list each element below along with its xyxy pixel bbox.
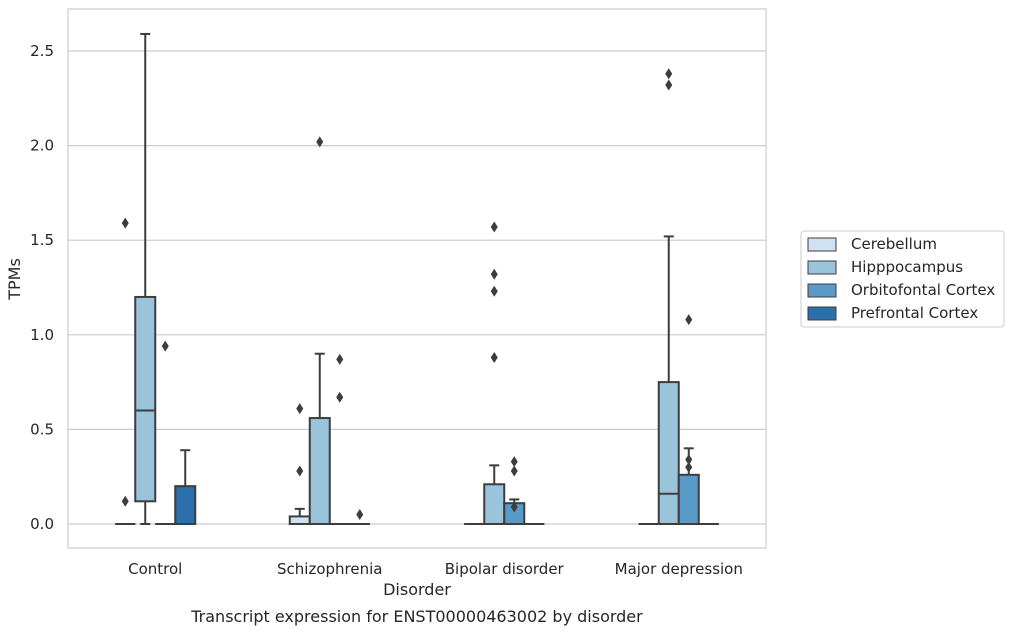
y-tick-label: 0.5 bbox=[30, 420, 54, 438]
outlier-point bbox=[296, 403, 304, 415]
box-3-2 bbox=[677, 314, 700, 526]
boxes-layer bbox=[115, 32, 719, 526]
box-0-2 bbox=[155, 340, 176, 525]
y-axis-label: TPMs bbox=[5, 258, 24, 301]
outlier-point bbox=[296, 465, 304, 477]
y-tick-label: 1.5 bbox=[30, 231, 54, 249]
outlier-point bbox=[665, 79, 673, 91]
legend-label: Hipppocampus bbox=[851, 258, 963, 276]
outlier-point bbox=[490, 268, 498, 280]
outlier-point bbox=[510, 501, 518, 513]
box-2-2 bbox=[503, 456, 526, 525]
y-tick-label: 0.0 bbox=[30, 515, 54, 533]
outlier-point bbox=[490, 221, 498, 233]
y-tick-label: 2.0 bbox=[30, 137, 54, 155]
outlier-point bbox=[336, 353, 344, 365]
x-tick-label: Control bbox=[128, 560, 182, 578]
x-tick-labels: Control Schizophrenia Bipolar disorder Majo… bbox=[128, 560, 743, 578]
box-body bbox=[288, 515, 311, 526]
legend: Cerebellum Hipppocampus Orbitofontal Corte… bbox=[800, 230, 1005, 328]
legend-items: Cerebellum Hipppocampus Orbitofontal Corte… bbox=[807, 235, 995, 322]
outlier-point bbox=[316, 136, 324, 148]
legend-swatch bbox=[807, 237, 837, 252]
legend-swatch bbox=[807, 283, 837, 298]
outlier-point bbox=[336, 391, 344, 403]
x-tick-label: Bipolar disorder bbox=[445, 560, 565, 578]
legend-label: Orbitofontal Cortex bbox=[851, 281, 995, 299]
legend-label: Prefrontal Cortex bbox=[851, 304, 978, 322]
plot-frame bbox=[67, 8, 767, 549]
box-body bbox=[657, 381, 680, 525]
legend-swatch bbox=[807, 260, 837, 275]
outlier-point bbox=[490, 352, 498, 364]
outlier-point bbox=[121, 495, 129, 507]
outlier-point bbox=[665, 68, 673, 80]
outlier-point bbox=[510, 456, 518, 468]
box-0-3 bbox=[174, 449, 197, 526]
box-body bbox=[308, 417, 331, 526]
outlier-point bbox=[490, 285, 498, 297]
x-tick-label: Schizophrenia bbox=[277, 560, 382, 578]
box-1-0 bbox=[288, 403, 311, 526]
chart-caption: Transcript expression for ENST0000046300… bbox=[190, 607, 643, 626]
box-1-1 bbox=[308, 136, 331, 526]
box-1-3 bbox=[349, 509, 370, 525]
outlier-point bbox=[685, 454, 693, 466]
outlier-point bbox=[161, 340, 169, 352]
outlier-point bbox=[356, 509, 364, 521]
x-tick-label: Major depression bbox=[615, 560, 743, 578]
outlier-point bbox=[685, 461, 693, 473]
box-1-2 bbox=[329, 353, 350, 525]
outlier-point bbox=[121, 217, 129, 229]
y-tick-label: 2.5 bbox=[30, 42, 54, 60]
legend-frame bbox=[800, 230, 1005, 328]
outlier-point bbox=[510, 465, 518, 477]
legend-label: Cerebellum bbox=[851, 235, 937, 253]
box-body bbox=[677, 473, 700, 526]
box-body bbox=[483, 483, 506, 526]
y-tick-label: 1.0 bbox=[30, 326, 54, 344]
box-0-0 bbox=[115, 217, 136, 525]
outlier-point bbox=[685, 314, 693, 326]
box-body bbox=[134, 295, 157, 503]
box-body bbox=[174, 485, 197, 526]
box-3-1 bbox=[657, 68, 680, 525]
legend-swatch bbox=[807, 306, 837, 321]
y-tick-labels: 0.0 0.5 1.0 1.5 2.0 2.5 bbox=[30, 42, 54, 533]
x-axis-label: Disorder bbox=[383, 580, 451, 599]
box-2-1 bbox=[483, 221, 506, 526]
box-0-1 bbox=[134, 32, 157, 525]
